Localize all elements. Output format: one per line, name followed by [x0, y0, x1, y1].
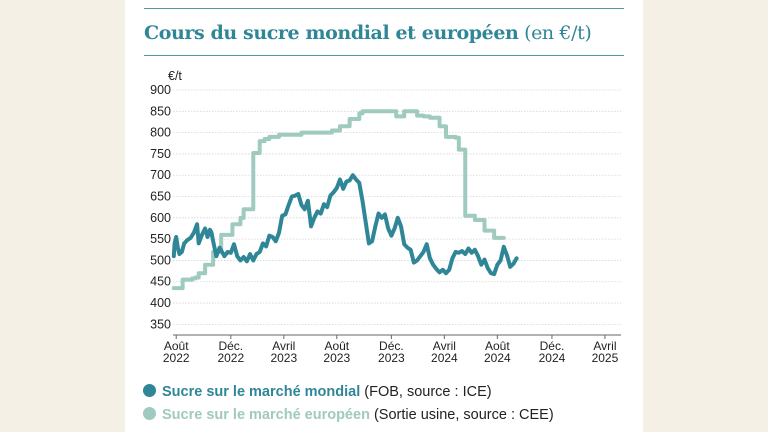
y-tick-label: 350: [150, 317, 171, 331]
y-tick-label: 450: [150, 275, 171, 289]
chart-title: Cours du sucre mondial et européen (en €…: [144, 22, 592, 44]
top-rule: [144, 8, 624, 9]
x-tick-label: 2024: [431, 351, 458, 365]
legend-world-name: Sucre sur le marché mondial: [162, 384, 361, 400]
x-tick-label: Août: [164, 339, 189, 353]
y-tick-label: 850: [150, 104, 171, 118]
x-tick-label: Avril: [272, 339, 295, 353]
legend-item-world: Sucre sur le marché mondial (FOB, source…: [143, 384, 492, 400]
x-tick-label: 2023: [378, 351, 405, 365]
y-tick-label: 600: [150, 211, 171, 225]
y-axis-unit-label: €/t: [168, 69, 182, 83]
x-tick-label: Août: [324, 339, 349, 353]
y-tick-label: 750: [150, 147, 171, 161]
x-tick-label: Déc.: [379, 339, 404, 353]
legend-eu-swatch: [143, 407, 156, 420]
y-tick-label: 900: [150, 83, 171, 97]
legend-item-eu: Sucre sur le marché européen (Sortie usi…: [143, 407, 554, 423]
x-tick-label: 2025: [592, 351, 619, 365]
y-tick-label: 550: [150, 232, 171, 246]
x-tick-label: 2024: [539, 351, 566, 365]
legend-world-swatch: [143, 384, 156, 397]
y-tick-label: 500: [150, 253, 171, 267]
y-tick-label: 800: [150, 126, 171, 140]
series-line-eu: [171, 109, 506, 291]
chart-title-unit: (en €/t): [524, 22, 592, 44]
x-tick-label: 2022: [163, 351, 190, 365]
chart-title-main: Cours du sucre mondial et européen: [144, 22, 519, 44]
y-tick-label: 700: [150, 168, 171, 182]
x-tick-label: 2022: [217, 351, 244, 365]
x-tick-label: Déc.: [540, 339, 565, 353]
legend-world-note: (FOB, source : ICE): [364, 384, 492, 400]
chart-card: Cours du sucre mondial et européen (en €…: [125, 0, 643, 432]
title-rule: [144, 55, 624, 56]
x-tick-label: Août: [485, 339, 510, 353]
series-line-world: [171, 173, 519, 277]
legend-eu-note: (Sortie usine, source : CEE): [373, 407, 554, 423]
legend-eu-name: Sucre sur le marché européen: [162, 407, 370, 423]
y-tick-label: 650: [150, 190, 171, 204]
x-tick-label: 2024: [484, 351, 511, 365]
y-tick-label: 400: [150, 296, 171, 310]
x-tick-label: Avril: [433, 339, 456, 353]
x-tick-label: Déc.: [218, 339, 243, 353]
x-tick-label: 2023: [270, 351, 297, 365]
line-chart: €/t 350 400 450 500 550 600 650 700 750 800 850 900 A…: [150, 69, 621, 365]
x-tick-label: 2023: [323, 351, 350, 365]
x-tick-label: Avril: [593, 339, 616, 353]
